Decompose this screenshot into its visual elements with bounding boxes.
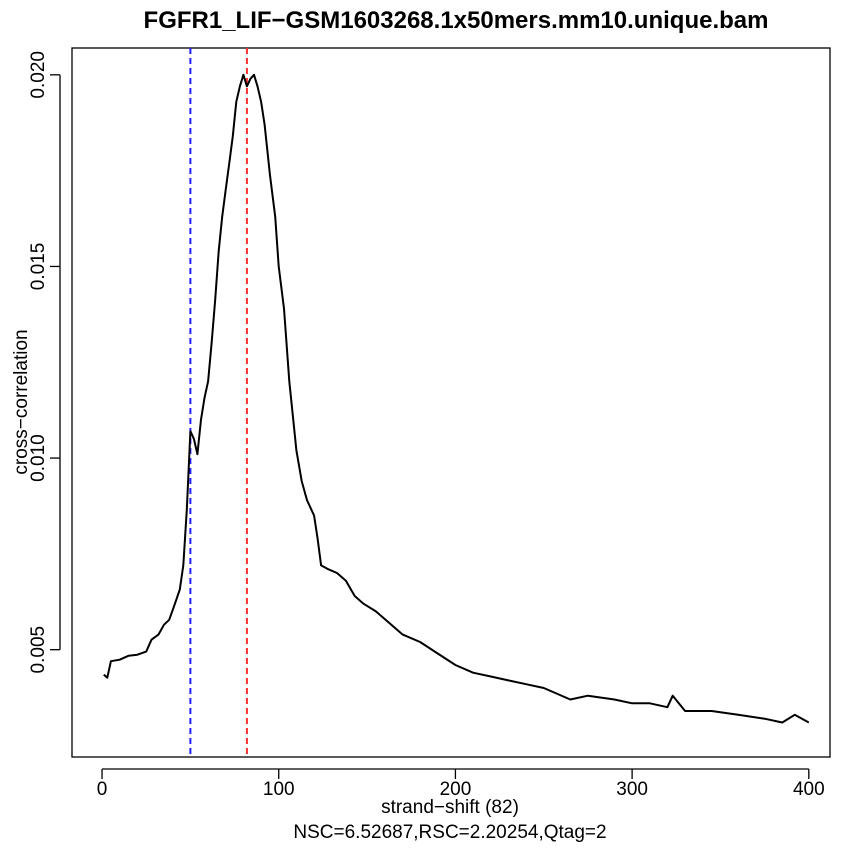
x-tick-label: 200: [440, 779, 472, 800]
x-tick-label: 400: [793, 779, 825, 800]
chart-title: FGFR1_LIF−GSM1603268.1x50mers.mm10.uniqu…: [144, 7, 769, 34]
x-tick-label: 0: [97, 779, 108, 800]
x-tick-label: 300: [616, 779, 648, 800]
subtitle: NSC=6.52687,RSC=2.20254,Qtag=2: [293, 822, 606, 843]
y-tick-label: 0.010: [28, 434, 49, 482]
plot-frame: [71, 47, 831, 758]
data-line: [103, 73, 810, 724]
y-tick-label: 0.015: [28, 243, 49, 291]
y-tick-label: 0.020: [28, 51, 49, 99]
x-tick-label: 100: [263, 779, 295, 800]
y-tick-label: 0.005: [28, 626, 49, 674]
y-axis-label: cross−correlation: [11, 329, 32, 474]
x-axis-label: strand−shift (82): [381, 797, 519, 818]
